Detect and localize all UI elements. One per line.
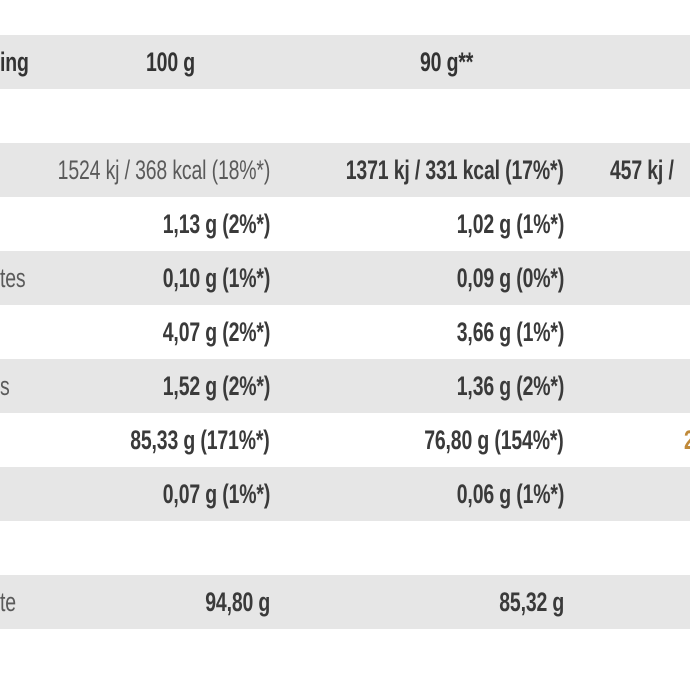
value-100g: 1,52 g (2%*) xyxy=(162,371,271,401)
table-row: tes 0,10 g (1%*) 0,09 g (0%*) xyxy=(0,251,690,305)
header-label: ing xyxy=(0,47,29,77)
table-row: 1,13 g (2%*) 1,02 g (1%*) xyxy=(0,197,690,251)
header-100g: 100 g xyxy=(146,47,195,77)
table-header-row: ing 100 g 90 g** xyxy=(0,35,690,89)
table-row: 85,33 g (171%*) 76,80 g (154%*) 2 xyxy=(0,413,690,467)
value-100g: 4,07 g (2%*) xyxy=(162,317,271,347)
row-label: te xyxy=(0,587,16,617)
table-row: 1524 kj / 368 kcal (18%*) 1371 kj / 331 … xyxy=(0,143,690,197)
spacer-row xyxy=(0,521,690,575)
spacer-row xyxy=(0,89,690,143)
value-90g: 1,02 g (1%*) xyxy=(456,209,565,239)
value-90g: 76,80 g (154%*) xyxy=(424,425,565,455)
value-100g: 0,07 g (1%*) xyxy=(162,479,271,509)
row-label: s xyxy=(0,371,10,401)
table-row: 0,07 g (1%*) 0,06 g (1%*) xyxy=(0,467,690,521)
value-col3: 2 xyxy=(684,413,690,467)
value-100g: 0,10 g (1%*) xyxy=(162,263,271,293)
table-row: 4,07 g (2%*) 3,66 g (1%*) xyxy=(0,305,690,359)
value-90g: 0,06 g (1%*) xyxy=(456,479,565,509)
value-90g: 1,36 g (2%*) xyxy=(456,371,565,401)
value-90g: 85,32 g xyxy=(499,587,564,617)
table-row: te 94,80 g 85,32 g xyxy=(0,575,690,629)
value-90g: 3,66 g (1%*) xyxy=(456,317,565,347)
value-100g: 85,33 g (171%*) xyxy=(130,425,271,455)
header-90g: 90 g** xyxy=(420,47,474,77)
table-row: s 1,52 g (2%*) 1,36 g (2%*) xyxy=(0,359,690,413)
row-label: tes xyxy=(0,263,26,293)
value-col3: 457 kj / xyxy=(610,155,674,185)
value-90g: 1371 kj / 331 kcal (17%*) xyxy=(346,155,564,185)
value-100g: 1524 kj / 368 kcal (18%*) xyxy=(57,155,270,185)
value-100g: 94,80 g xyxy=(205,587,270,617)
value-90g: 0,09 g (0%*) xyxy=(456,263,565,293)
value-100g: 1,13 g (2%*) xyxy=(162,209,271,239)
